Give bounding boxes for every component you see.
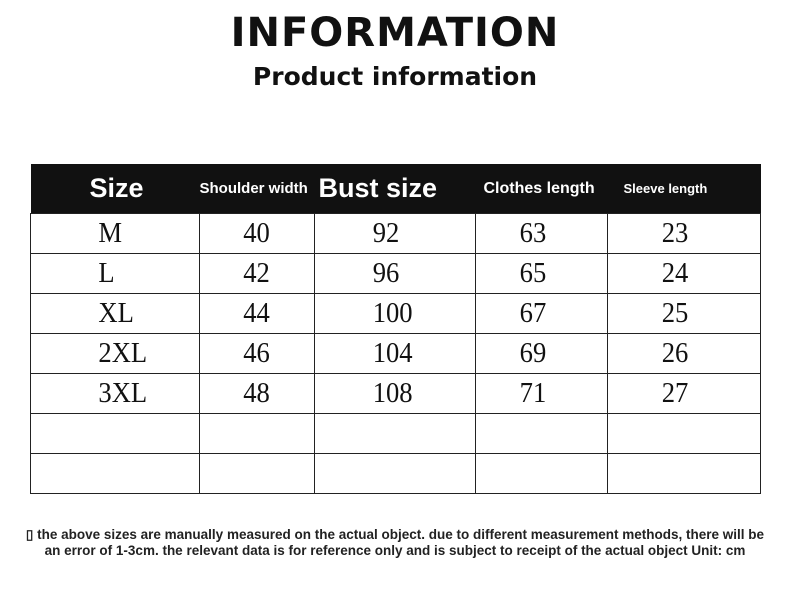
header-size: Size <box>30 164 200 214</box>
header-sleeve-length: Sleeve length <box>607 164 761 214</box>
cell-shoulder-width: 40 <box>201 213 313 254</box>
cell-clothes-length <box>478 413 605 454</box>
cell-shoulder-width: 48 <box>201 373 313 414</box>
cell-sleeve-length: 24 <box>610 253 758 294</box>
cell-size <box>34 453 196 494</box>
cell-clothes-length: 69 <box>478 333 605 374</box>
header-clothes-length: Clothes length <box>475 164 608 214</box>
cell-sleeve-length <box>610 413 758 454</box>
page-title: INFORMATION <box>230 10 560 56</box>
cell-clothes-length <box>478 453 605 494</box>
cell-clothes-length: 67 <box>478 293 605 334</box>
cell-size: 3XL <box>34 373 196 414</box>
cell-bust-size: 108 <box>318 373 472 414</box>
cell-size: L <box>34 253 196 294</box>
table-row: 2XL 46 104 69 26 <box>31 333 761 374</box>
page-subtitle: Product information <box>252 62 538 91</box>
cell-size: 2XL <box>34 333 196 374</box>
cell-bust-size <box>318 413 472 454</box>
cell-bust-size: 104 <box>318 333 472 374</box>
cell-clothes-length: 63 <box>478 213 605 254</box>
cell-sleeve-length: 23 <box>610 213 758 254</box>
cell-bust-size: 92 <box>318 213 472 254</box>
cell-clothes-length: 71 <box>478 373 605 414</box>
table-row: 3XL 48 108 71 27 <box>31 373 761 414</box>
size-chart-table: Size Shoulder width Bust size Clothes le… <box>30 164 761 494</box>
table-row: XL 44 100 67 25 <box>31 293 761 334</box>
cell-shoulder-width: 44 <box>201 293 313 334</box>
cell-size <box>34 413 196 454</box>
cell-sleeve-length <box>610 453 758 494</box>
table-row <box>31 413 761 454</box>
header-shoulder-width: Shoulder width <box>199 164 315 214</box>
table-row: L 42 96 65 24 <box>31 253 761 294</box>
cell-size: M <box>34 213 196 254</box>
cell-shoulder-width: 46 <box>201 333 313 374</box>
cell-clothes-length: 65 <box>478 253 605 294</box>
cell-shoulder-width <box>201 453 313 494</box>
cell-shoulder-width <box>201 413 313 454</box>
cell-sleeve-length: 26 <box>610 333 758 374</box>
cell-bust-size <box>318 453 472 494</box>
table-row: M 40 92 63 23 <box>31 213 761 254</box>
measurement-note: ▯ the above sizes are manually measured … <box>25 527 765 558</box>
cell-bust-size: 100 <box>318 293 472 334</box>
table-row <box>31 453 761 494</box>
cell-sleeve-length: 25 <box>610 293 758 334</box>
cell-bust-size: 96 <box>318 253 472 294</box>
header-bust-size: Bust size <box>314 164 476 214</box>
cell-size: XL <box>34 293 196 334</box>
cell-shoulder-width: 42 <box>201 253 313 294</box>
cell-sleeve-length: 27 <box>610 373 758 414</box>
table-header-row: Size Shoulder width Bust size Clothes le… <box>30 164 761 214</box>
